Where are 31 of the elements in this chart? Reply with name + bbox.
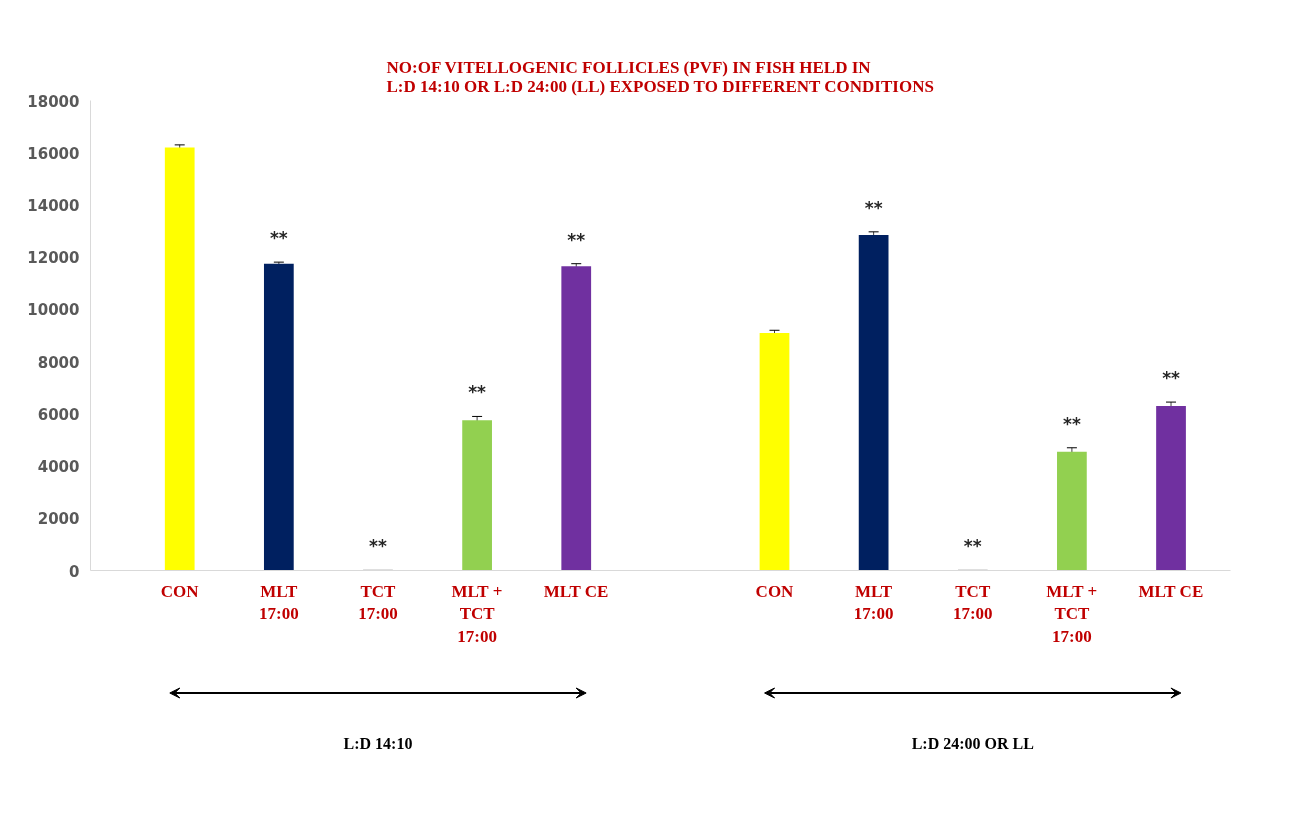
y-tick-label: 18000 (27, 92, 80, 111)
y-tick-label: 0 (69, 562, 80, 581)
x-tick-label: MLT CE (543, 581, 609, 601)
chart-title: NO:OF VITELLOGENIC FOLLICLES (PVF) IN FISH HELD IN L:D 14:10 OR L:D 24:00 (LL) EXPOSED TO DIFFERENT CONDITIONS (386, 57, 934, 96)
y-tick-label: 4000 (37, 458, 80, 477)
y-tick-label: 10000 (27, 301, 80, 320)
data-label: ** (269, 228, 288, 249)
x-tick-label: TCT 17:00 (358, 581, 398, 624)
y-tick-label: 12000 (27, 249, 80, 268)
text: L:D 14:10 (343, 734, 413, 752)
y-tick-label: 16000 (27, 144, 80, 163)
y-tick-label: 8000 (37, 353, 80, 372)
data-label: ** (567, 229, 586, 250)
x-tick-label: MLT + TCT 17:00 (451, 581, 503, 647)
x-tick-label: CON (160, 581, 200, 601)
x-tick-label: MLT + TCT 17:00 (1046, 581, 1098, 647)
x-tick-label: MLT 17:00 (259, 581, 299, 624)
x-tick-label: TCT 17:00 (952, 581, 993, 624)
data-label: ** (369, 535, 387, 556)
x-tick-label: MLT 17:00 (853, 581, 894, 624)
y-tick-label: 2000 (37, 510, 80, 529)
data-label: ** (1063, 413, 1081, 434)
text: L:D 24:00 OR LL (911, 734, 1034, 752)
x-tick-label: CON (755, 581, 795, 601)
y-tick-label: 14000 (27, 196, 80, 215)
data-label: ** (1162, 367, 1181, 388)
data-label: ** (864, 197, 883, 218)
y-tick-label: 6000 (37, 405, 80, 424)
data-label: ** (468, 382, 487, 403)
data-label: ** (963, 535, 982, 556)
x-tick-label: MLT CE (1138, 581, 1204, 601)
